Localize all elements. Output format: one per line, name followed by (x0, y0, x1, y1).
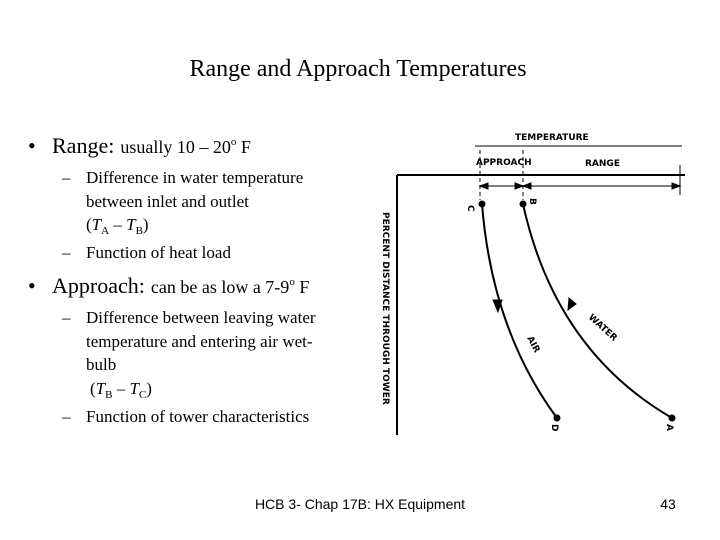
unit: F (236, 137, 251, 157)
f: ( (86, 215, 92, 234)
note: usually 10 – 20 (120, 137, 231, 157)
arrow (514, 182, 525, 190)
label: APPROACH (476, 158, 532, 168)
f: T (96, 379, 107, 398)
sub-text: Difference in water temperature (86, 168, 303, 187)
point (553, 414, 561, 422)
bullet-text: Approach: can be as low a 7-9o F (52, 273, 309, 298)
air-curve (481, 203, 558, 419)
arrow (521, 182, 532, 190)
f: ) (146, 379, 152, 398)
bullet: • (28, 273, 36, 298)
label: RANGE (585, 159, 620, 169)
f: T (92, 215, 103, 234)
f: – (109, 215, 126, 234)
f: T (129, 379, 140, 398)
dash: – (61, 407, 71, 426)
sub-text: Difference between leaving water (86, 308, 316, 327)
formula: (TA – TB) (86, 215, 149, 237)
point (478, 200, 486, 208)
f: A (101, 225, 109, 237)
f: ) (143, 215, 149, 234)
label: C (465, 205, 475, 212)
f: B (105, 389, 112, 401)
unit: F (295, 277, 310, 297)
diagram (396, 145, 685, 435)
label: AIR (524, 335, 541, 355)
label: B (527, 198, 537, 205)
arrow (671, 182, 682, 190)
sup: o (231, 136, 237, 148)
footer: HCB 3- Chap 17B: HX Equipment (255, 496, 465, 512)
dash: – (61, 168, 71, 187)
f: T (126, 215, 137, 234)
label: A (664, 424, 674, 431)
water-curve (522, 203, 673, 419)
point (668, 414, 676, 422)
formula: (TB – TC) (90, 379, 152, 401)
f: C (139, 389, 146, 401)
sub-text: bulb (86, 355, 116, 374)
sub-text: Function of tower characteristics (86, 407, 309, 426)
f: – (112, 379, 129, 398)
bullet-text: Range: usually 10 – 20o F (52, 133, 251, 158)
point (519, 200, 527, 208)
bullet: • (28, 133, 36, 158)
label: WATER (586, 313, 619, 344)
f: ( (90, 379, 96, 398)
sub-text: between inlet and outlet (86, 192, 249, 211)
term: Range: (52, 133, 114, 158)
sup: o (289, 276, 295, 288)
arrow (492, 299, 503, 314)
label: D (549, 424, 559, 431)
f: B (136, 225, 143, 237)
label: TEMPERATURE (515, 133, 589, 143)
term: Approach: (52, 273, 145, 298)
note: can be as low a 7-9 (151, 277, 289, 297)
axis-label: PERCENT DISTANCE THROUGH TOWER (380, 212, 390, 405)
dash: – (61, 308, 71, 327)
dash: – (61, 243, 71, 262)
title: Range and Approach Temperatures (189, 56, 526, 82)
sub-text: temperature and entering air wet- (86, 332, 313, 351)
arrow (478, 182, 489, 190)
sub-text: Function of heat load (86, 243, 231, 262)
page-number: 43 (660, 496, 676, 512)
arrow (567, 296, 577, 312)
